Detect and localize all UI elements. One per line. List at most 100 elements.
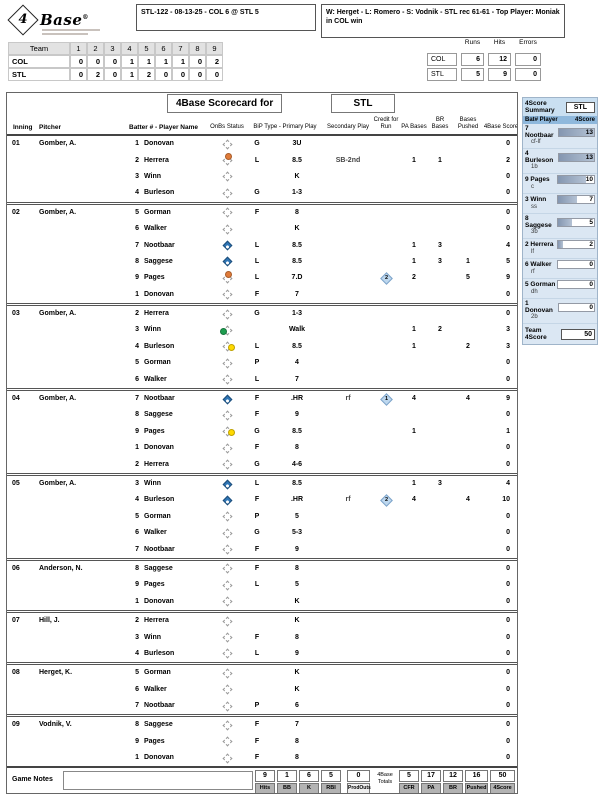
primary-play: 8.5 (292, 427, 302, 435)
summary-player-row: 6 Walker 0 rf (523, 259, 597, 279)
batter-name: Walker (144, 225, 167, 233)
pitcher-name: Gomber, A. (39, 480, 77, 487)
empty-diamond-icon (220, 206, 235, 219)
br-bases: 3 (438, 257, 442, 265)
batter-name: Walker (144, 685, 167, 693)
bip-type: F (254, 395, 260, 403)
linescore-inning-header: 9 (206, 42, 223, 55)
inning-section: 03 Gomber, A. 2 Herrera G 1-3 0 3 Winn Walk 1 2 3 4 Bu… (7, 302, 517, 388)
game-notes-input[interactable] (63, 771, 253, 791)
linescore-inning-header: 1 (70, 42, 87, 55)
summary-player-name: 5 Gorman (525, 281, 556, 288)
linescore-score-cell: 2 (138, 68, 155, 81)
batter-row: 9 Pages L 7.D 2 2 5 9 (7, 270, 517, 286)
result-info-box: W: Herget - L: Romero - S: Vodnik - STL … (321, 4, 565, 38)
batter-row: 7 Nootbaar F 9 0 (7, 541, 517, 557)
empty-diamond-icon (220, 700, 235, 713)
col-header-bip-primary: BiP Type - Primary Play (253, 124, 317, 130)
batter-number: 5 (135, 359, 139, 367)
inning-section: 07 Hill, J. 2 Herrera K 0 3 Winn F 8 0 4 Burleson L 9 0 (7, 609, 517, 662)
batter-number: 6 (135, 225, 139, 233)
bases-pushed: 2 (466, 342, 470, 350)
primary-play: K (294, 172, 300, 180)
batter-name: Gorman (144, 512, 171, 520)
empty-diamond-icon (220, 510, 235, 523)
errors-label: Errors (519, 39, 537, 46)
inning-number: 06 (12, 564, 20, 572)
batter-number: 4 (135, 189, 139, 197)
pitcher-name: Gomber, A. (39, 395, 77, 403)
secondary-play: SB-2nd (335, 156, 361, 164)
batter-name: Donovan (144, 140, 174, 148)
summary-player-position: 2b (531, 314, 538, 320)
batter-number: 1 (135, 754, 139, 762)
batter-name: Nootbaar (144, 395, 175, 403)
summary-score-bar: 7 (557, 195, 595, 204)
primary-play: 7 (295, 290, 299, 298)
onbase-status-cell (209, 595, 245, 608)
batter-number: 1 (135, 597, 139, 605)
bases-pushed: 4 (466, 395, 470, 403)
bip-type: F (254, 208, 260, 216)
col-header-batter: Batter # - Player Name (129, 124, 199, 131)
batter-name: Nootbaar (144, 241, 175, 249)
col-header-bases-pushed: Bases Pushed (457, 117, 479, 130)
col-header-4base-score: 4Base Score (483, 124, 518, 130)
onbase-status-cell (209, 153, 245, 167)
onbase-status-cell (209, 700, 245, 713)
batter-row: 6 Walker G 5-3 0 (7, 525, 517, 541)
onbase-status-cell (209, 239, 245, 252)
summary-player-position: 1b (531, 164, 538, 170)
batter-name: Gorman (144, 208, 171, 216)
bip-type: P (254, 702, 260, 710)
batter-number: 9 (135, 737, 139, 745)
linescore-team-header: Team (8, 42, 70, 55)
summary-player-row: 8 Saggese 5 3b (523, 214, 597, 239)
batter-number: 4 (135, 342, 139, 350)
linescore-score-cell: 0 (70, 68, 87, 81)
batter-row: 8 Saggese F 9 0 (7, 407, 517, 423)
pa-bases: 1 (412, 241, 416, 249)
primary-play: K (294, 617, 300, 625)
empty-diamond-icon (220, 752, 235, 765)
inning-section: 06 Anderson, N. 8 Saggese F 8 0 9 Pages L 5 0 1 Donov… (7, 557, 517, 610)
game-notes-label: Game Notes (12, 776, 53, 784)
bip-type: F (254, 737, 260, 745)
bip-type: G (254, 529, 260, 537)
summary-player-position: cf-lf (531, 139, 541, 145)
scorecard-team-selector[interactable]: STL (331, 94, 395, 113)
empty-diamond-icon (220, 373, 235, 386)
linescore-team-name: COL (8, 55, 70, 68)
primary-play: K (294, 685, 300, 693)
summary-team-selector[interactable]: STL (565, 101, 595, 113)
primary-play: 1-3 (291, 310, 303, 318)
onbase-status-cell (209, 223, 245, 236)
summary-title-bar: 4Score Summary STL (523, 98, 597, 116)
primary-play: 8.5 (292, 156, 302, 164)
empty-diamond-icon (220, 631, 235, 644)
batter-name: Winn (144, 326, 162, 334)
empty-diamond-icon (220, 223, 235, 236)
bip-type: L (254, 375, 260, 383)
batter-row: 6 Walker K 0 (7, 682, 517, 698)
inning-number: 05 (12, 480, 20, 487)
primary-play: 5-3 (291, 529, 303, 537)
credit-for-run-badge: 2 (379, 272, 393, 286)
linescore-score-cell: 0 (70, 55, 87, 68)
hits-total: 9 Hits (255, 770, 275, 793)
rhe-team-col: COL (427, 53, 457, 66)
linescore-score-cell: 0 (155, 68, 172, 81)
empty-diamond-icon (220, 458, 235, 471)
onbase-status-cell (209, 527, 245, 540)
bip-type: F (254, 721, 260, 729)
onbase-status-cell (209, 543, 245, 556)
onbase-status-cell (209, 255, 245, 268)
bip-type: L (254, 480, 260, 487)
4score-total: 50 4Score (490, 770, 515, 793)
inning-number: 09 (12, 721, 20, 729)
summary-player-name: 3 Winn (525, 196, 547, 203)
batter-row: 4 Burleson L 9 0 (7, 646, 517, 662)
onbase-status-cell (209, 425, 245, 438)
batter-row: 6 Walker K 0 (7, 221, 517, 237)
